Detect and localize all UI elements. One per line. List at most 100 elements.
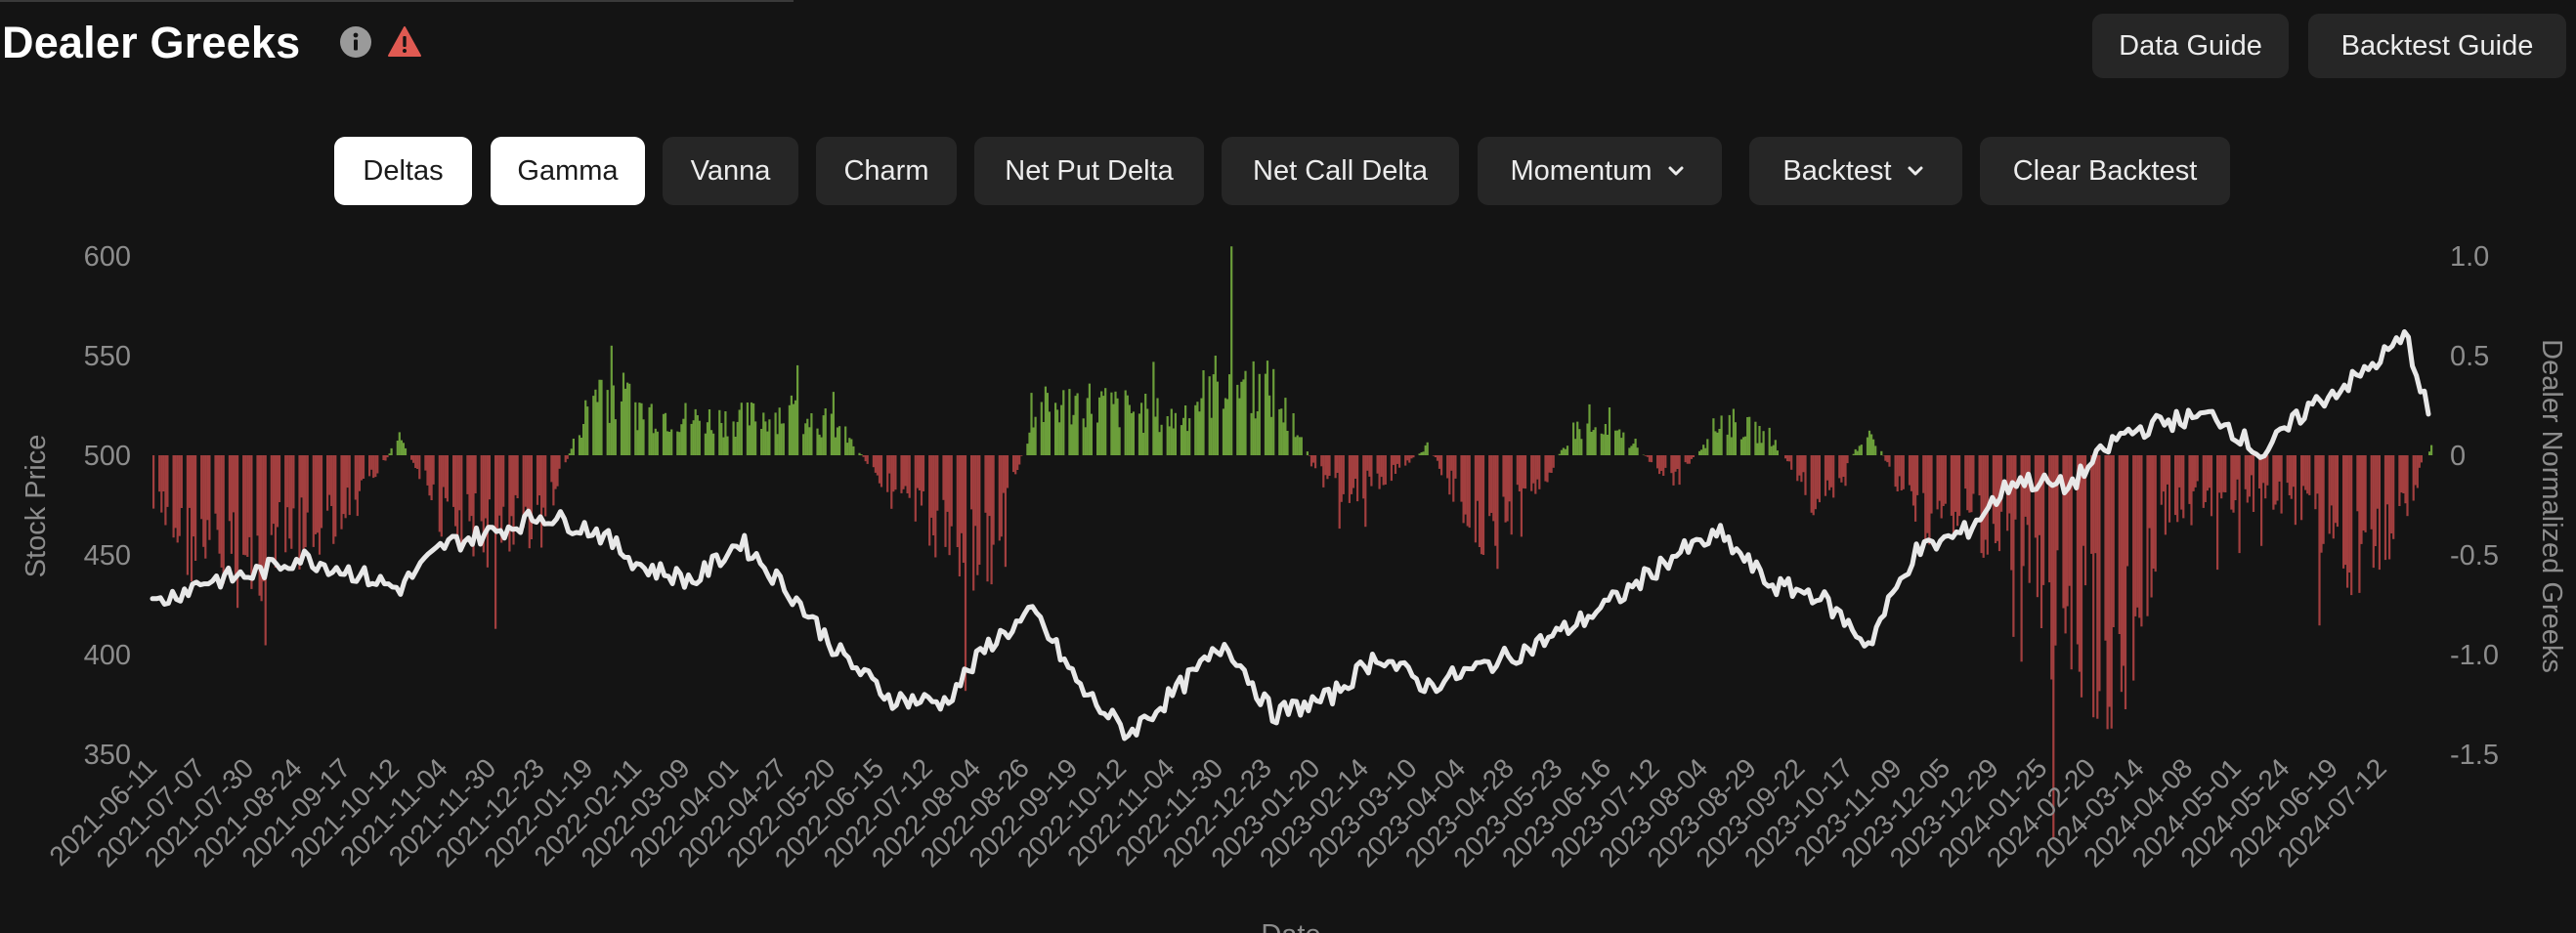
greek-bar [1970, 455, 1973, 513]
greek-bar [2064, 455, 2067, 634]
greek-bar [222, 455, 225, 584]
greek-bar [248, 455, 251, 537]
greek-bar [580, 438, 583, 455]
greek-bar [334, 455, 337, 537]
greek-bar [1676, 455, 1679, 469]
greek-bar [2300, 455, 2303, 521]
greek-bar [1636, 447, 1639, 455]
greek-bar [1684, 455, 1687, 463]
greek-bar [1480, 455, 1483, 555]
greek-bar [1466, 455, 1469, 527]
tab-vanna[interactable]: Vanna [663, 137, 798, 205]
warning-icon[interactable] [387, 25, 422, 59]
greek-bar [1868, 430, 1871, 455]
greek-bar [1660, 455, 1663, 471]
greek-bar [796, 364, 799, 455]
greek-bar [1922, 455, 1925, 493]
greek-bar [202, 455, 205, 547]
greek-bar [1518, 455, 1521, 491]
greek-bar [166, 455, 169, 507]
greek-bar [848, 438, 851, 455]
greek-bar [1294, 437, 1297, 455]
greek-bar [894, 455, 897, 490]
greek-bar [1992, 455, 1995, 525]
greek-bar [1222, 408, 1225, 455]
momentum-dropdown[interactable]: Momentum [1478, 137, 1722, 205]
greek-bar [2182, 455, 2185, 519]
greek-bar [174, 455, 177, 529]
greek-bar [1544, 455, 1547, 482]
greek-bar [262, 455, 265, 582]
greek-bar [2104, 455, 2107, 641]
data-guide-button[interactable]: Data Guide [2092, 14, 2289, 78]
greek-bar [320, 455, 323, 529]
greek-bar [1284, 398, 1287, 455]
greek-bar [1768, 427, 1771, 455]
greek-bar [1984, 455, 1987, 540]
greek-bar [358, 455, 361, 491]
greek-bar [326, 455, 329, 511]
greek-bar [1664, 455, 1667, 468]
greek-bar [1602, 434, 1605, 455]
greek-bar [832, 392, 835, 455]
greek-bar [1704, 447, 1707, 455]
greek-bar [2348, 455, 2351, 573]
greek-bar [180, 455, 183, 508]
greek-bar [1158, 432, 1161, 455]
greek-bar [2374, 455, 2377, 546]
greek-bar [2052, 455, 2055, 840]
y-tick-label: 400 [84, 640, 131, 671]
greek-bar [2022, 455, 2025, 567]
greek-bar [778, 407, 781, 455]
info-icon[interactable] [339, 25, 372, 59]
greek-bar [1422, 451, 1425, 455]
greek-bar [200, 455, 203, 520]
tab-net-put-delta-label: Net Put Delta [1005, 154, 1174, 187]
greek-bar [2076, 455, 2079, 645]
backtest-guide-button[interactable]: Backtest Guide [2308, 14, 2566, 78]
greek-bar [416, 455, 419, 469]
y2-tick-label: 1.0 [2450, 241, 2489, 273]
backtest-dropdown[interactable]: Backtest [1749, 137, 1962, 205]
tab-deltas[interactable]: Deltas [334, 137, 472, 205]
greek-bar [834, 437, 837, 455]
greek-bar [2383, 455, 2387, 561]
greek-bar [1296, 435, 1299, 455]
greek-bar [1462, 455, 1465, 524]
greek-bar [1614, 430, 1617, 455]
greek-bar [2328, 455, 2331, 534]
greek-bar [1622, 432, 1625, 455]
greek-bar [2168, 455, 2171, 523]
greek-bar [1902, 455, 1905, 489]
greek-bar [510, 455, 513, 517]
clear-backtest-button[interactable]: Clear Backtest [1980, 137, 2230, 205]
greek-bar [1938, 455, 1941, 501]
greek-bar [1770, 445, 1773, 455]
greek-bar [250, 455, 253, 589]
tab-net-call-delta[interactable]: Net Call Delta [1222, 137, 1459, 205]
greek-bar [1530, 455, 1533, 491]
greek-bar [1728, 414, 1731, 455]
tab-net-put-delta[interactable]: Net Put Delta [974, 137, 1204, 205]
greek-bar [2162, 455, 2165, 492]
greek-bar [2216, 455, 2219, 571]
greek-bar [2316, 455, 2319, 494]
greek-bar [1440, 455, 1443, 476]
greek-bar [680, 424, 683, 455]
greek-bar [1860, 445, 1863, 455]
greek-bar [670, 429, 673, 455]
greek-bar [930, 455, 933, 518]
tab-charm[interactable]: Charm [816, 137, 957, 205]
greek-bar [1566, 445, 1569, 455]
greek-bar [586, 406, 589, 455]
tab-gamma[interactable]: Gamma [491, 137, 645, 205]
greek-bar [2274, 455, 2277, 505]
greek-bar [708, 409, 711, 455]
greek-bar [1756, 443, 1759, 455]
greek-bar [622, 372, 625, 455]
greek-bar [958, 455, 961, 576]
greek-bar [1754, 421, 1757, 455]
greek-bar [2258, 455, 2261, 488]
greek-bar [736, 421, 739, 455]
greek-bar [1314, 455, 1317, 469]
